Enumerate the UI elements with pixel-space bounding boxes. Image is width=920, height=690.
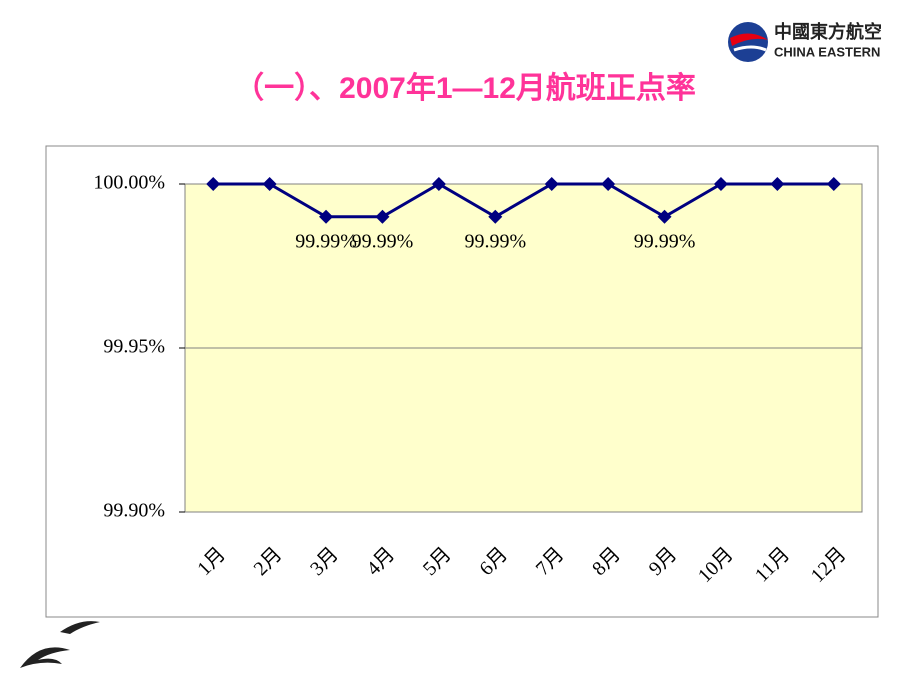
point <box>375 209 390 224</box>
logo-stripe <box>733 45 767 52</box>
point <box>206 177 221 191</box>
point <box>770 177 785 191</box>
value-label: 99.99% <box>634 230 696 252</box>
line <box>213 182 834 219</box>
logo: 中國東方航空 CHINA EASTERN <box>728 21 882 62</box>
point <box>544 177 559 191</box>
point <box>713 177 728 191</box>
logo-mark <box>728 22 768 62</box>
bird <box>20 647 70 668</box>
point <box>431 177 446 191</box>
swallow <box>20 621 100 668</box>
value-label: 99.99% <box>464 230 526 252</box>
point <box>488 209 503 224</box>
y-tick-label: 99.90% <box>103 500 165 522</box>
point <box>601 177 616 191</box>
chart-title: （一）、2007年1—12月航班正点率 <box>234 71 696 105</box>
y-tick-label: 99.95% <box>103 336 165 358</box>
y-tick-label: 100.00% <box>93 172 165 194</box>
point <box>319 209 334 224</box>
logo-swoosh <box>730 33 768 46</box>
point <box>657 209 672 224</box>
logo-cn: 中國東方航空 <box>774 21 882 42</box>
value-label: 99.99% <box>352 230 414 252</box>
point <box>826 177 841 191</box>
bird <box>60 621 100 634</box>
point <box>262 177 277 191</box>
value-label: 99.99% <box>295 230 357 252</box>
logo-en: CHINA EASTERN <box>774 44 880 59</box>
